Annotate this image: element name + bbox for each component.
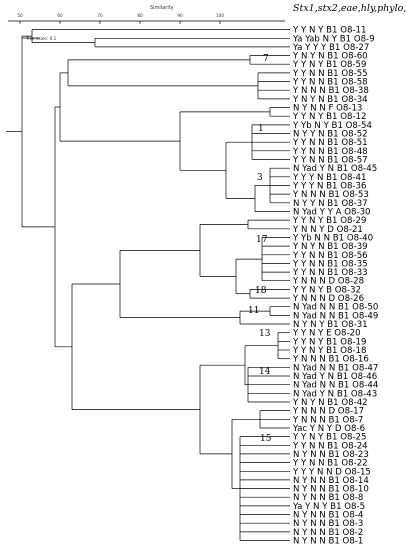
leaf-label: N Yad Y N B1 O8-46 (293, 372, 377, 382)
leaf-label: Y Y N N B1 O8-58 (292, 78, 368, 88)
leaf-label: N Yad N N B1 O8-49 (293, 311, 378, 321)
cluster-label-11: 11 (248, 306, 259, 316)
leaf-label: Y N N N D O8-26 (292, 294, 364, 304)
cluster-label-14: 14 (259, 367, 271, 377)
leaf-label: Y N N Y D O8-21 (292, 225, 363, 235)
leaf-label: Y N N N D O8-28 (292, 277, 364, 287)
leaf-label: Ya Y N Y B1 O8-5 (292, 502, 365, 512)
leaf-label: Y Y N Y B1 O8-18 (292, 346, 366, 356)
leaf-label: N Y N N B1 O8-4 (293, 511, 363, 521)
leaf-label: N Y N Y B1 O8-31 (293, 320, 368, 330)
cluster-label-18: 18 (255, 286, 267, 296)
leaf-label: N Y N N B1 O8-3 (293, 519, 363, 529)
leaf-label: Y N N N B1 O8-16 (292, 355, 369, 365)
scale-tick-label: 80 (137, 13, 143, 18)
leaf-label: Y N N N D O8-17 (292, 407, 364, 417)
leaf-label: Y N Y N B1 O8-39 (292, 242, 368, 252)
leaf-label: Y N Y N B1 O8-42 (292, 398, 368, 408)
leaf-label: N Y N N B1 O8-8 (293, 493, 363, 503)
scale-tick-label: 50 (17, 13, 23, 18)
leaf-label: Y Y Y N B1 O8-41 (292, 173, 366, 183)
dendrogram-branches (6, 29, 290, 541)
leaf-label: N Yad Y N B1 O8-43 (293, 389, 377, 399)
leaf-label: Y Y N N B1 O8-51 (292, 138, 368, 148)
leaf-label: Y Y N N B1 O8-22 (292, 459, 368, 469)
leaf-label: Y Y N Y B1 O8-19 (292, 337, 366, 347)
leaf-label: Y N N N B1 O8-38 (292, 86, 369, 96)
leaf-label: Y Y N N B1 O8-33 (292, 268, 368, 278)
leaf-label: N Y N N B1 O8-23 (293, 450, 369, 460)
leaf-label: Y Y N Y B1 O8-11 (292, 26, 366, 36)
leaf-label: Y N Y N B1 O8-34 (292, 95, 368, 105)
leaf-label: Y Y N N B1 O8-35 (292, 259, 368, 269)
leaf-label: Y Y N N B1 O8-48 (292, 147, 368, 157)
cluster-label-13: 13 (259, 329, 271, 339)
leaf-label: Y Y Y N N D O8-15 (292, 467, 371, 477)
scale-tick-label: 70 (97, 13, 103, 18)
leaf-label: Y Y N Y B1 O8-25 (292, 433, 366, 443)
leaf-label: N Y N N B1 O8-10 (293, 485, 369, 495)
similarity-scale: 50 60 70 80 90 100 (17, 13, 224, 24)
leaf-label: Y Y N N B1 O8-55 (292, 69, 368, 79)
cluster-label-17: 17 (256, 235, 268, 245)
leaf-label: N Yad N N B1 O8-44 (293, 381, 378, 391)
cluster-label-1: 1 (258, 124, 264, 134)
leaf-label: Y Y N Y B1 O8-29 (292, 216, 366, 226)
leaf-label: N Yad N N B1 O8-47 (293, 363, 378, 373)
leaf-label: Y Y N N B1 O8-24 (292, 441, 368, 451)
leaf-label: Y Y N N B1 O8-57 (292, 156, 368, 166)
leaf-label: N Yad N N B1 O8-50 (293, 303, 378, 313)
leaf-label: N Y N N F O8-13 (293, 104, 362, 114)
marker-header: Stx1,stx2,eae,hly,phylo,ser (293, 3, 406, 14)
cluster-label-7: 7 (263, 54, 269, 64)
leaf-label: Y Y N Y B1 O8-12 (292, 112, 366, 122)
leaf-label: Y Yb N N B1 O8-40 (292, 233, 373, 243)
leaf-label: Y Y N Y B O8-32 (292, 285, 361, 295)
cluster-label-3: 3 (257, 173, 263, 183)
leaf-label: N Y N N B1 O8-14 (293, 476, 369, 486)
leaf-label: N Y Y N B1 O8-52 (293, 130, 368, 140)
leaf-label: N Y N N B1 O8-1 (293, 537, 363, 547)
leaf-label: N Yad Y N B1 O8-45 (293, 164, 377, 174)
leaf-label: N Yad Y Y A O8-30 (293, 208, 371, 218)
leaf-label: Y N N N B1 O8-53 (292, 190, 369, 200)
leaf-label: Ya Yab N Y B1 O8-9 (292, 34, 375, 44)
leaf-label: Y N N N B1 O8-7 (292, 415, 363, 425)
scale-tick-label: 90 (177, 13, 183, 18)
leaf-label: Yac Y N Y D O8-6 (292, 424, 365, 434)
leaf-label: Y N Y N B1 O8-60 (292, 52, 368, 62)
leaf-label: Ya Y Y Y B1 O8-27 (292, 43, 369, 53)
scale-tick-label: 100 (216, 13, 224, 18)
leaf-label: N Y N N B1 O8-2 (293, 528, 363, 538)
cluster-label-15: 15 (260, 434, 272, 444)
leaf-label: N Y Y N B1 O8-37 (293, 199, 368, 209)
similarity-axis-title: Similarity (150, 5, 174, 11)
leaf-label: Y Y N Y E O8-20 (292, 329, 361, 339)
scale-tick-label: 60 (57, 13, 63, 18)
leaf-label: Y Y N N B1 O8-56 (292, 251, 368, 261)
leaf-label: Y Yb N Y B1 O8-54 (292, 121, 372, 131)
leaf-label: Y Y N Y B1 O8-59 (292, 60, 366, 70)
leaf-label: Y Y Y N B1 O8-36 (292, 182, 366, 192)
tree-scale-note: Tree scale: 0.1 (25, 36, 57, 41)
